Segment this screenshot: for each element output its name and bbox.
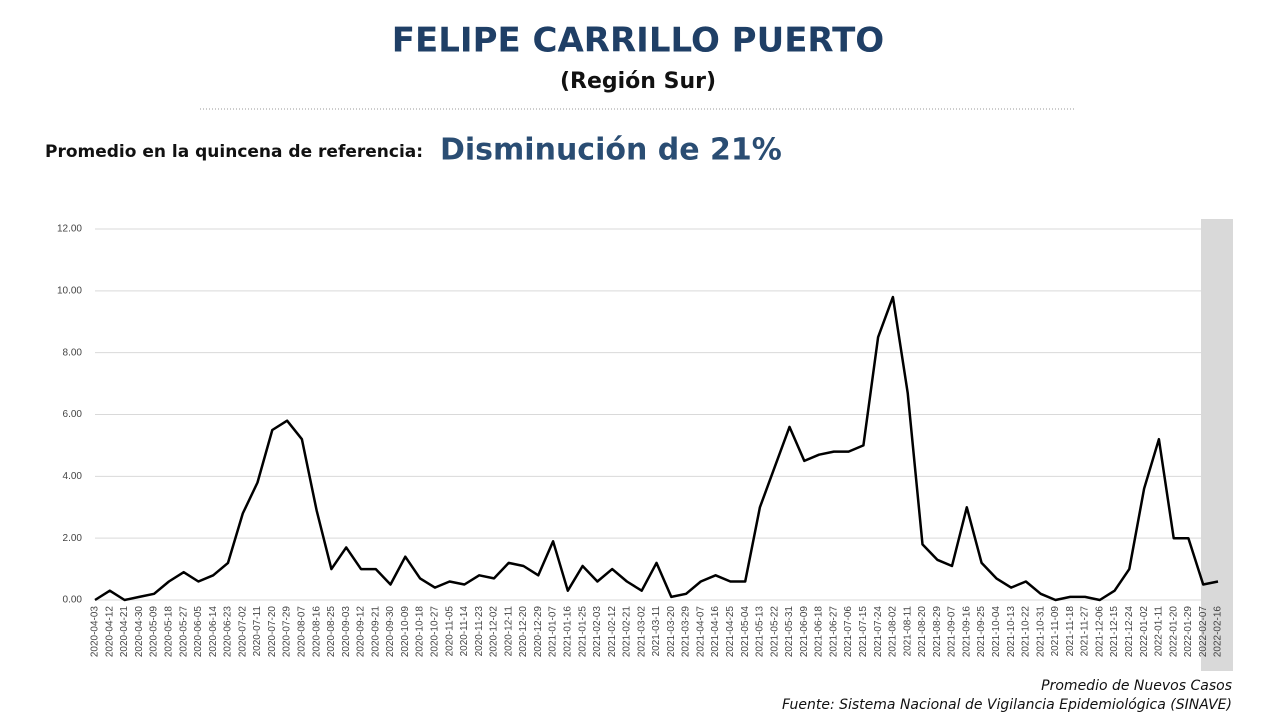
x-tick-label: 2021-03-29 bbox=[681, 606, 692, 658]
x-tick-label: 2020-05-09 bbox=[149, 606, 160, 658]
x-tick-label: 2021-10-04 bbox=[991, 606, 1002, 658]
x-tick-label: 2021-04-25 bbox=[725, 606, 736, 658]
x-tick-label: 2022-01-29 bbox=[1183, 606, 1194, 658]
series-label: Promedio de Nuevos Casos bbox=[1041, 678, 1232, 694]
x-tick-label: 2021-11-27 bbox=[1080, 606, 1091, 657]
x-tick-label: 2021-07-24 bbox=[873, 606, 884, 658]
source: Fuente: Sistema Nacional de Vigilancia E… bbox=[782, 697, 1232, 713]
x-tick-label: 2020-04-03 bbox=[90, 606, 101, 658]
chart-subtitle: (Región Sur) bbox=[560, 69, 716, 94]
x-tick-label: 2021-10-31 bbox=[1035, 606, 1046, 658]
x-tick-label: 2021-12-24 bbox=[1124, 606, 1135, 658]
x-tick-label: 2020-11-23 bbox=[474, 606, 485, 657]
x-tick-label: 2021-12-06 bbox=[1094, 606, 1105, 658]
x-tick-label: 2021-01-16 bbox=[562, 606, 573, 658]
x-tick-label: 2021-03-11 bbox=[651, 606, 662, 657]
x-tick-label: 2022-01-11 bbox=[1154, 606, 1165, 657]
x-tick-label: 2020-06-05 bbox=[193, 606, 204, 658]
x-tick-label: 2021-02-21 bbox=[622, 606, 633, 658]
x-tick-label: 2021-11-09 bbox=[1050, 606, 1061, 657]
x-tick-label: 2020-10-18 bbox=[415, 606, 426, 658]
x-tick-label: 2021-08-02 bbox=[888, 606, 899, 658]
x-tick-label: 2020-05-18 bbox=[164, 606, 175, 658]
x-tick-label: 2022-01-02 bbox=[1139, 606, 1150, 658]
line bbox=[94, 295, 1219, 602]
x-tick-label: 2021-08-11 bbox=[902, 606, 913, 657]
x-tick-label: 2020-12-20 bbox=[518, 606, 529, 658]
x-tick-label: 2021-06-27 bbox=[828, 606, 839, 658]
y-tick-label: 12.00 bbox=[57, 224, 82, 235]
x-tick-label: 2020-04-21 bbox=[119, 606, 130, 658]
x-tick-label: 2021-05-13 bbox=[755, 606, 766, 658]
x-tick-label: 2020-12-29 bbox=[533, 606, 544, 658]
x-tick-label: 2021-02-03 bbox=[592, 606, 603, 658]
x-tick-label: 2020-06-23 bbox=[223, 606, 234, 658]
x-tick-label: 2020-07-11 bbox=[252, 606, 263, 657]
x-tick-label: 2021-11-18 bbox=[1065, 606, 1076, 657]
highlight-band bbox=[1201, 219, 1233, 671]
x-tick-label: 2020-08-16 bbox=[311, 606, 322, 658]
x-tick-label: 2021-08-29 bbox=[932, 606, 943, 658]
x-tick-label: 2021-03-20 bbox=[666, 606, 677, 658]
x-tick-label: 2021-05-04 bbox=[740, 606, 751, 658]
x-tick-label: 2022-02-16 bbox=[1213, 606, 1224, 658]
x-tick-label: 2021-01-07 bbox=[548, 606, 559, 658]
x-tick-label: 2020-07-29 bbox=[282, 606, 293, 658]
y-tick-label: 4.00 bbox=[63, 471, 83, 482]
x-tick-label: 2020-11-05 bbox=[444, 606, 455, 657]
x-tick-label: 2020-10-27 bbox=[429, 606, 440, 658]
x-tick-label: 2020-04-12 bbox=[104, 606, 115, 658]
x-tick-label: 2020-08-25 bbox=[326, 606, 337, 658]
x-tick-label: 2021-03-02 bbox=[636, 606, 647, 658]
x-tick-label: 2021-08-20 bbox=[917, 606, 928, 658]
chart-title: FELIPE CARRILLO PUERTO bbox=[392, 21, 884, 61]
x-tick-label: 2020-12-11 bbox=[503, 606, 514, 657]
x-tick-label: 2020-09-12 bbox=[356, 606, 367, 658]
x-tick-label: 2021-10-13 bbox=[1006, 606, 1017, 658]
x-tick-label: 2021-04-07 bbox=[695, 606, 706, 658]
x-tick-label: 2020-12-02 bbox=[489, 606, 500, 658]
x-tick-label: 2021-04-16 bbox=[710, 606, 721, 658]
x-tick-label: 2021-07-15 bbox=[858, 606, 869, 658]
y-tick-label: 10.00 bbox=[57, 285, 82, 296]
x-tick-label: 2020-10-09 bbox=[400, 606, 411, 658]
x-tick-label: 2021-01-25 bbox=[577, 606, 588, 658]
x-tick-label: 2021-05-22 bbox=[769, 606, 780, 658]
x-tick-label: 2020-09-21 bbox=[370, 606, 381, 658]
x-tick-label: 2020-07-02 bbox=[237, 606, 248, 658]
x-tick-label: 2020-04-30 bbox=[134, 606, 145, 658]
x-tick-label: 2020-11-14 bbox=[459, 606, 470, 657]
x-tick-label: 2021-12-15 bbox=[1109, 606, 1120, 658]
x-tick-label: 2021-06-18 bbox=[814, 606, 825, 658]
reference-label: Promedio en la quincena de referencia: bbox=[45, 142, 423, 162]
y-tick-label: 8.00 bbox=[63, 347, 83, 358]
x-tick-label: 2021-05-31 bbox=[784, 606, 795, 658]
y-tick-label: 6.00 bbox=[63, 409, 83, 420]
x-tick-label: 2020-06-14 bbox=[208, 606, 219, 658]
x-tick-label: 2021-10-22 bbox=[1021, 606, 1032, 658]
y-tick-label: 0.00 bbox=[63, 595, 83, 606]
x-tick-label: 2021-02-12 bbox=[607, 606, 618, 658]
x-tick-label: 2022-01-20 bbox=[1168, 606, 1179, 658]
x-tick-label: 2020-09-30 bbox=[385, 606, 396, 658]
x-tick-label: 2020-05-27 bbox=[178, 606, 189, 658]
x-tick-label: 2022-02-07 bbox=[1198, 606, 1209, 658]
x-tick-label: 2020-09-03 bbox=[341, 606, 352, 658]
x-tick-label: 2020-08-07 bbox=[297, 606, 308, 658]
y-tick-label: 2.00 bbox=[63, 533, 83, 544]
x-tick-label: 2020-07-20 bbox=[267, 606, 278, 658]
reference-value: Disminución de 21% bbox=[440, 133, 782, 168]
x-tick-label: 2021-06-09 bbox=[799, 606, 810, 658]
x-tick-label: 2021-09-16 bbox=[961, 606, 972, 658]
x-tick-label: 2021-09-25 bbox=[976, 606, 987, 658]
x-tick-label: 2021-09-07 bbox=[947, 606, 958, 658]
x-tick-label: 2021-07-06 bbox=[843, 606, 854, 658]
